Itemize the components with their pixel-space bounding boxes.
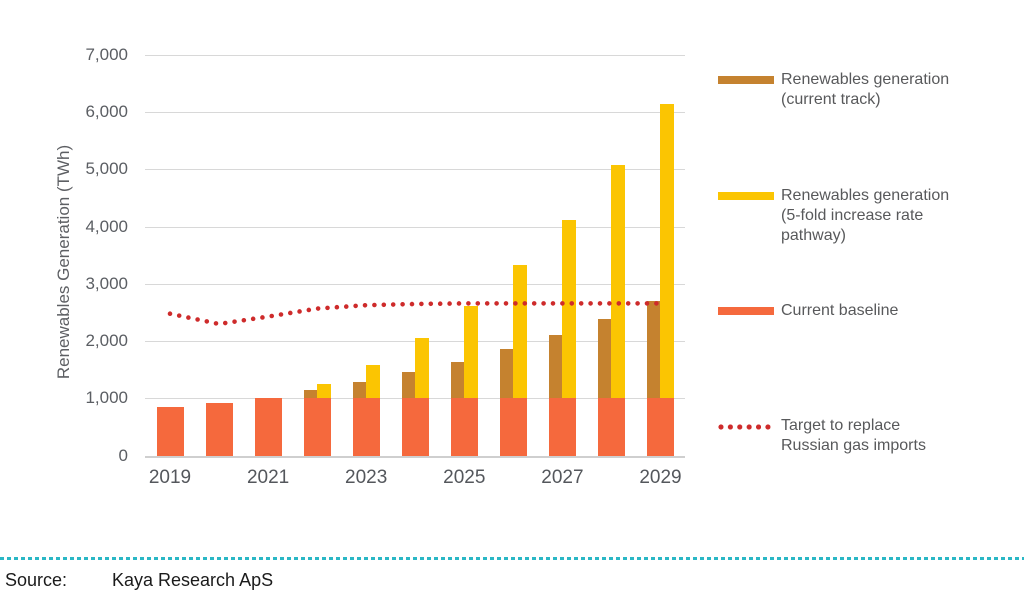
x-tick-label-2027: 2027 (541, 467, 584, 488)
gridline (145, 283, 685, 285)
target-dotted-line (167, 301, 663, 327)
x-axis-line (145, 456, 685, 458)
y-tick-label: 7,000 (85, 45, 128, 64)
legend-label: Renewables generation (current track) (781, 71, 950, 108)
pathway-bar-2029 (660, 103, 674, 456)
gridline (145, 112, 685, 114)
baseline-bar-2021 (254, 397, 282, 456)
legend-item: Target to replace Russian gas imports (718, 416, 926, 456)
source-label: Source: (5, 570, 68, 590)
x-tick-label-2023: 2023 (345, 467, 388, 488)
baseline-bar-2025 (450, 397, 478, 456)
x-tick-label-2019: 2019 (148, 467, 192, 488)
pathway-bar-2028 (610, 165, 625, 456)
y-tick-label: 5,000 (85, 159, 128, 179)
gridline (145, 169, 685, 171)
legend-swatch-bar (718, 76, 774, 84)
source-value: Kaya Research ApS (112, 570, 274, 590)
baseline-bar-2024 (401, 397, 429, 456)
baseline-bar-2028 (597, 397, 625, 456)
legend-label: Target to replace Russian gas imports (781, 417, 926, 454)
legend-swatch-dotted-line (718, 424, 774, 430)
gridline (145, 226, 685, 228)
baseline-bar-2029 (647, 397, 674, 456)
baseline-bar-2023 (352, 397, 380, 456)
y-tick-label: 4,000 (85, 216, 128, 236)
baseline-bar-2019 (156, 407, 184, 456)
baseline-bar-2020 (205, 402, 233, 456)
legend-item: Renewables generation (current track) (718, 70, 949, 110)
y-tick-label: 1,000 (85, 388, 128, 408)
legend-swatch-bar (718, 192, 774, 200)
y-tick-label: 2,000 (85, 331, 128, 351)
legend-item: Current baseline (718, 301, 898, 321)
legend-item: Renewables generation (5-fold increase r… (718, 186, 949, 246)
baseline-bar-2026 (499, 397, 527, 456)
footer-divider-dotted-rule (0, 557, 1024, 560)
baseline-bar-2027 (548, 397, 576, 456)
legend-label: Renewables generation (5-fold increase r… (781, 187, 950, 244)
pathway-bar-2027 (561, 219, 576, 456)
legend-label: Current baseline (781, 302, 899, 319)
target-line-dots (167, 301, 663, 327)
y-tick-label: 6,000 (85, 102, 128, 122)
gridline (145, 54, 685, 56)
legend-swatch-bar (718, 307, 774, 315)
plot-area (145, 54, 685, 458)
y-tick-label: 0 (118, 445, 128, 465)
y-tick-label: 3,000 (85, 273, 128, 293)
baseline-bar-2022 (303, 397, 331, 456)
x-tick-label-2025: 2025 (443, 467, 486, 488)
legend: Renewables generation (current track) Ren… (718, 0, 1008, 520)
x-tick-label-2021: 2021 (246, 467, 290, 488)
x-tick-label-2029: 2029 (639, 467, 682, 488)
